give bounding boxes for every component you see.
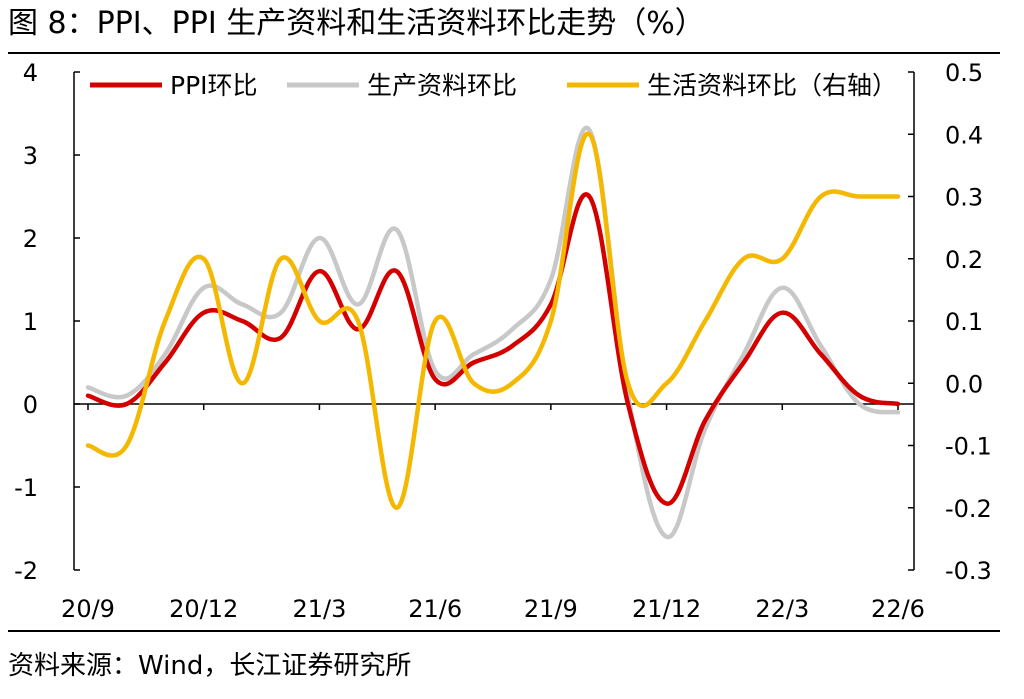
bottom-rule <box>8 630 1000 632</box>
right-y-tick-label: 0.4 <box>945 121 983 149</box>
chart-legend: PPI环比 生产资料环比 生活资料环比（右轴） <box>90 71 897 100</box>
data-source-note: 资料来源：Wind，长江证券研究所 <box>8 651 412 681</box>
left-y-tick-label: 1 <box>23 308 38 336</box>
right-y-tick-label: -0.1 <box>945 433 992 461</box>
left-y-tick-label: 4 <box>23 59 38 87</box>
series-line-0 <box>85 192 901 506</box>
right-y-tick-label: 0.3 <box>945 184 983 212</box>
x-tick-label: 20/12 <box>169 595 238 623</box>
top-rule <box>8 52 1000 54</box>
legend-label-1: 生产资料环比 <box>367 71 517 100</box>
legend-label-0: PPI环比 <box>170 71 258 100</box>
x-tick-label: 22/3 <box>755 595 809 623</box>
x-tick-label: 21/3 <box>292 595 346 623</box>
x-tick-label: 21/9 <box>524 595 578 623</box>
x-tick-label: 21/6 <box>408 595 462 623</box>
right-y-tick-label: 0.5 <box>945 59 983 87</box>
right-y-tick-label: 0.1 <box>945 308 983 336</box>
chart-title: 图 8：PPI、PPI 生产资料和生活资料环比走势（%） <box>8 6 705 41</box>
right-y-tick-label: -0.3 <box>945 557 992 585</box>
series-line-2 <box>85 131 901 511</box>
series-line-1 <box>85 125 901 540</box>
line-chart: -2 -1 0 1 2 3 4 -0.3 -0.2 -0.1 0.0 0.1 0.2 0.3 0.4 0.5 2… <box>14 59 992 623</box>
right-y-tick-label: 0.0 <box>945 370 983 398</box>
left-y-tick-label: -1 <box>14 474 38 502</box>
chart-axes: -2 -1 0 1 2 3 4 -0.3 -0.2 -0.1 0.0 0.1 0.2 0.3 0.4 0.5 2… <box>14 59 992 623</box>
left-y-tick-label: 3 <box>23 142 38 170</box>
x-tick-label: 22/6 <box>871 595 925 623</box>
right-y-tick-label: 0.2 <box>945 246 983 274</box>
legend-label-2: 生活资料环比（右轴） <box>647 71 897 100</box>
x-tick-label: 20/9 <box>61 595 115 623</box>
left-y-tick-label: -2 <box>14 557 38 585</box>
left-y-tick-label: 0 <box>23 391 38 419</box>
x-tick-label: 21/12 <box>632 595 701 623</box>
chart-series <box>85 125 901 540</box>
right-y-tick-label: -0.2 <box>945 495 992 523</box>
left-y-tick-label: 2 <box>23 225 38 253</box>
